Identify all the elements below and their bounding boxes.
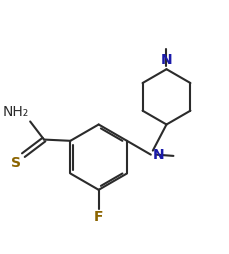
Text: NH₂: NH₂: [3, 105, 29, 119]
Text: N: N: [160, 53, 172, 67]
Text: F: F: [93, 210, 103, 225]
Text: N: N: [152, 148, 164, 162]
Text: S: S: [11, 156, 21, 170]
